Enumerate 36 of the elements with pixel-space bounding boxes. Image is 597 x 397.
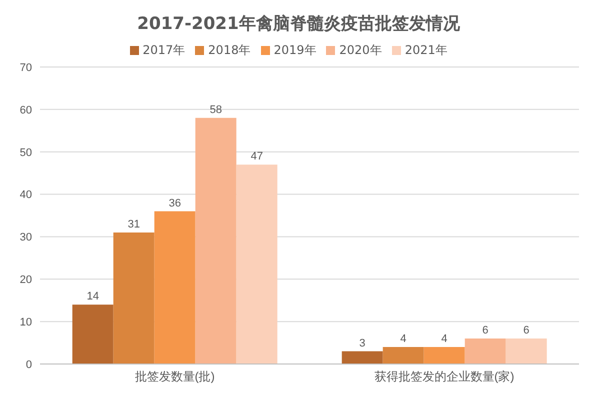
bar bbox=[464, 338, 506, 364]
y-tick-label: 50 bbox=[20, 146, 32, 159]
data-label: 14 bbox=[86, 290, 99, 303]
data-label: 36 bbox=[168, 197, 181, 210]
data-label: 3 bbox=[359, 337, 366, 350]
y-tick-label: 0 bbox=[26, 358, 32, 371]
data-label: 6 bbox=[523, 324, 530, 337]
y-tick-label: 70 bbox=[20, 62, 32, 74]
bar bbox=[72, 304, 114, 364]
data-label: 4 bbox=[441, 333, 448, 346]
data-label: 4 bbox=[400, 333, 406, 346]
y-tick-label: 10 bbox=[20, 316, 32, 328]
chart-title: 2017-2021年禽脑脊髓炎疫苗批签发情况 bbox=[136, 13, 461, 36]
legend-label: 2019年 bbox=[274, 43, 316, 57]
bar bbox=[382, 347, 424, 364]
data-label: 6 bbox=[482, 324, 488, 337]
bar bbox=[236, 164, 278, 364]
bar bbox=[154, 211, 196, 364]
bar bbox=[195, 118, 236, 364]
legend-label: 2020年 bbox=[339, 43, 382, 57]
legend-label: 2021年 bbox=[404, 43, 448, 57]
y-tick-label: 60 bbox=[20, 104, 32, 116]
y-tick-label: 30 bbox=[20, 232, 32, 244]
bar bbox=[342, 351, 383, 364]
bar bbox=[424, 347, 465, 364]
legend-label: 2017年 bbox=[142, 43, 186, 57]
data-label: 31 bbox=[128, 218, 140, 230]
data-label: 47 bbox=[250, 150, 263, 163]
y-tick-label: 40 bbox=[20, 189, 32, 202]
x-tick-label: 批签发数量(批) bbox=[134, 370, 215, 384]
data-label: 58 bbox=[210, 104, 222, 116]
x-tick-label: 获得批签发的企业数量(家) bbox=[374, 370, 514, 384]
bar bbox=[506, 338, 547, 364]
legend-label: 2018年 bbox=[208, 43, 251, 57]
bar bbox=[113, 232, 154, 364]
y-tick-label: 20 bbox=[20, 274, 32, 286]
